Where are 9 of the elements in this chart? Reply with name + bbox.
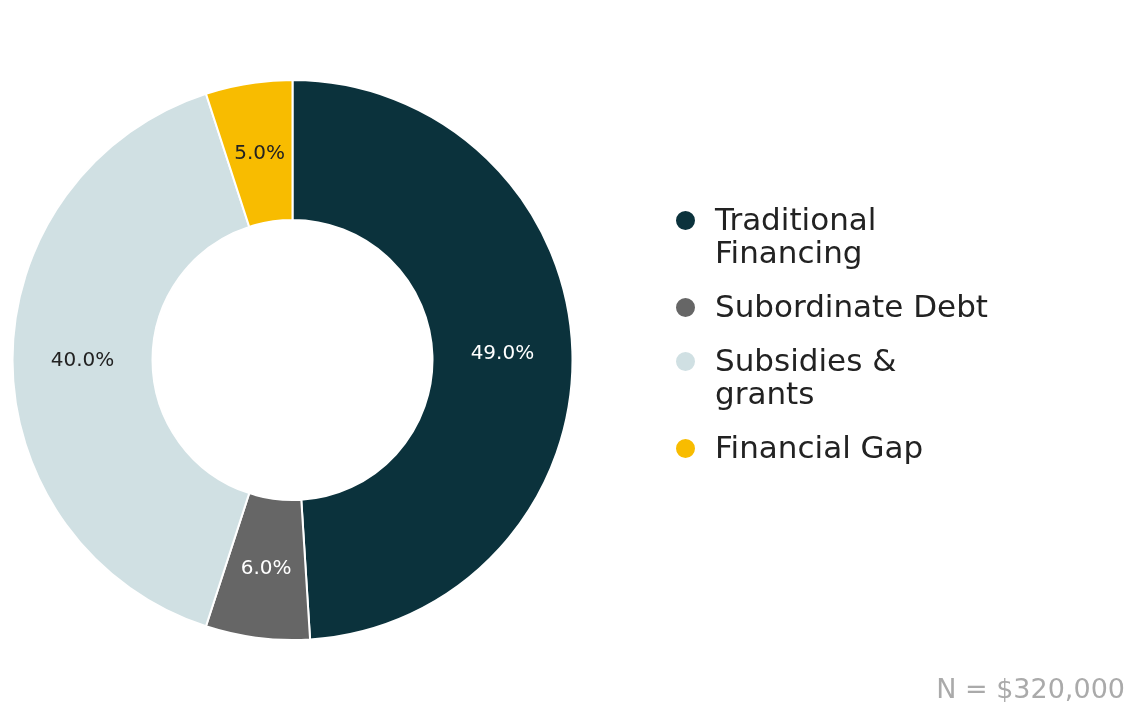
legend-label: Financial Gap xyxy=(715,428,924,465)
legend-label: Traditional Financing xyxy=(714,200,877,270)
text: N = $320,000 xyxy=(936,673,1125,704)
legend-label: Subordinate Debt xyxy=(715,287,988,324)
data-label: 6.0% xyxy=(240,555,292,580)
data-label: 5.0% xyxy=(234,139,286,164)
legend-label: Subsidies & grants xyxy=(715,341,897,411)
data-label: 49.0% xyxy=(470,340,535,365)
data-label: 40.0% xyxy=(50,347,115,371)
